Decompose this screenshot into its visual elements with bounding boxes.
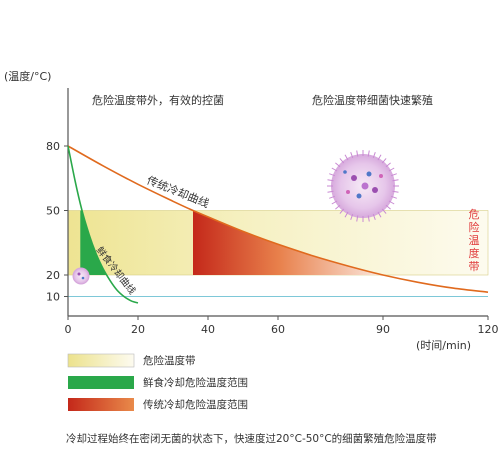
y-axis-label: (温度/°C) bbox=[4, 69, 51, 83]
legend-swatch-fresh bbox=[68, 376, 134, 389]
fresh-cooling-curve bbox=[67, 145, 139, 304]
y-tick-label: 10 bbox=[46, 291, 60, 304]
traditional-curve-label: 传统冷却曲线 bbox=[145, 173, 211, 211]
y-tick-label: 50 bbox=[46, 205, 60, 218]
small-bacteria-icon bbox=[72, 267, 90, 285]
traditional-cooling-curve bbox=[67, 145, 489, 293]
x-tick-label: 60 bbox=[271, 323, 285, 336]
x-tick-label: 90 bbox=[376, 323, 390, 336]
annotation-left: 危险温度带外，有效的控菌 bbox=[92, 93, 224, 107]
x-axis-label: (时间/min) bbox=[416, 339, 471, 352]
legend-label-band: 危险温度带 bbox=[143, 354, 196, 367]
x-tick-label: 40 bbox=[201, 323, 215, 336]
x-tick-label: 0 bbox=[65, 323, 72, 336]
annotation-right: 危险温度带细菌快速繁殖 bbox=[312, 93, 433, 107]
y-tick-label: 80 bbox=[46, 140, 60, 153]
legend-label-traditional: 传统冷却危险温度范围 bbox=[143, 398, 248, 411]
fresh-danger-area bbox=[80, 210, 107, 275]
bacteria-cluster-icon bbox=[327, 150, 399, 222]
traditional-danger-area bbox=[193, 210, 383, 275]
x-tick-label: 20 bbox=[131, 323, 145, 336]
danger-band-side-label: 危险温度带 bbox=[469, 208, 480, 273]
legend-swatch-band bbox=[67, 353, 135, 368]
legend-label-fresh: 鲜食冷却危险温度范围 bbox=[143, 376, 248, 389]
legend-swatch-traditional bbox=[68, 398, 134, 411]
y-tick-group: 80 50 20 10 bbox=[46, 140, 68, 304]
y-tick-label: 20 bbox=[46, 269, 60, 282]
footnote: 冷却过程始终在密闭无菌的状态下，快速度过20°C-50°C的细菌繁殖危险温度带 bbox=[66, 432, 437, 445]
x-tick-group: 0 20 40 60 90 120 bbox=[65, 316, 499, 336]
x-tick-label: 120 bbox=[478, 323, 499, 336]
